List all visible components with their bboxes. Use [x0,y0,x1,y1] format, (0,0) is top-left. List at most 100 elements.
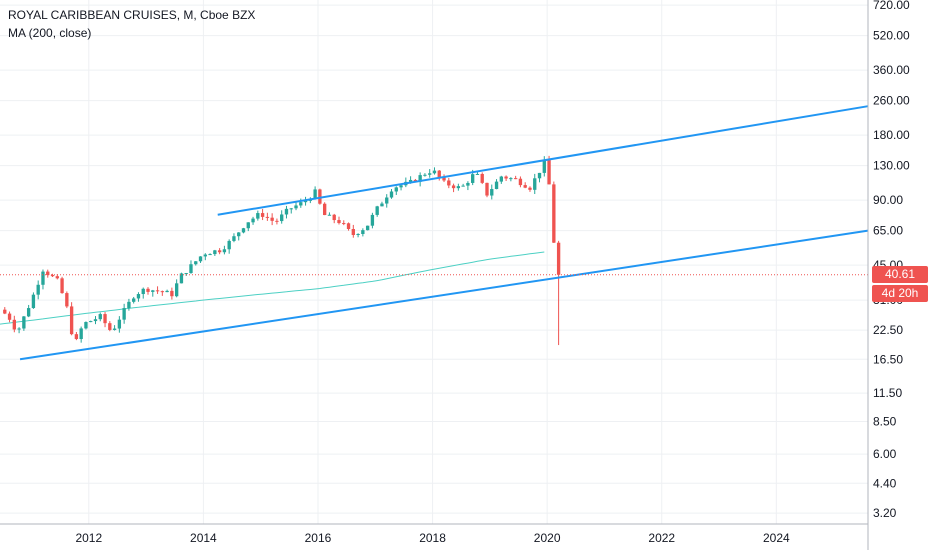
candle-body [322,203,327,216]
candle-body [303,200,308,203]
candle-body [351,229,355,235]
trendlines-group[interactable] [19,105,869,361]
candle-body [246,222,250,229]
candle-body [251,218,255,223]
candle-body [256,213,260,219]
candle-body [31,294,36,309]
y-tick-label: 130.00 [873,159,910,173]
candle-body [313,189,317,199]
candle-body [55,276,59,279]
y-tick-label: 520.00 [873,29,910,43]
candle-body [437,170,441,178]
candle-body [189,264,193,274]
candle-body [22,316,26,329]
candle-body [375,206,379,215]
y-tick-label: 260.00 [873,94,910,108]
candle-body [84,322,88,329]
candle-body [518,178,523,186]
candle-body [337,220,341,224]
ma-line-group [0,251,545,325]
candle-body [365,225,370,231]
candle-body [447,180,451,186]
candle-body [60,278,64,294]
candle-body [241,228,246,233]
candle-body [552,184,556,243]
candle-body [342,223,346,225]
candle-body [356,233,360,235]
candle-body [528,187,532,190]
y-tick-label: 8.50 [873,414,897,428]
chart-legend: ROYAL CARIBBEAN CRUISES, M, Cboe BZX MA … [8,6,255,42]
indicator-label[interactable]: MA (200, close) [8,26,92,40]
candle-body [523,185,527,188]
candle-body [237,232,241,237]
candle-body [299,202,303,206]
candle-body [74,334,79,340]
candle-body [499,176,503,182]
candle-body [332,214,336,221]
candle-body [432,170,437,174]
candle-body [509,178,513,180]
y-tick-label: 16.50 [873,352,903,366]
y-tick-label: 90.00 [873,193,903,207]
x-tick-label: 2014 [190,531,217,545]
candle-body [93,319,98,322]
candle-body [294,205,298,209]
candle-body [408,179,413,182]
trendline[interactable] [217,105,869,216]
symbol-title[interactable]: ROYAL CARIBBEAN CRUISES, M, Cboe BZX [8,8,256,22]
candle-body [270,217,274,221]
candle-body [456,186,461,189]
candle-body [547,160,551,185]
candle-body [370,214,375,226]
candle-body [451,185,456,189]
candle-body [98,314,102,320]
bar-countdown-tag: 4d 20h [872,284,928,302]
candle-body [389,191,394,198]
x-axis[interactable]: 2012 2014 2016 2018 2020 2022 2024 [0,523,868,545]
candle-body [170,290,174,297]
candle-body [122,308,126,320]
candle-body [533,178,537,190]
y-tick-label: 720.00 [873,0,910,12]
last-price-tag: 40.61 [872,266,928,284]
candle-body [141,288,145,295]
candle-body [537,172,542,179]
x-tick-label: 2024 [763,531,790,545]
candle-body [556,242,561,275]
candle-body [12,319,16,330]
candle-body [26,308,31,317]
candle-body [213,250,217,255]
candle-body [361,230,365,234]
candle-body [151,290,155,292]
candle-body [103,314,107,324]
candle-body [504,176,508,179]
candle-body [36,284,40,295]
y-tick-label: 4.40 [873,476,897,490]
y-tick-label: 6.00 [873,447,897,461]
x-tick-label: 2016 [305,531,332,545]
candle-body [227,240,231,250]
candle-body [136,294,141,299]
candle-body [542,160,546,173]
candle-body [222,249,227,253]
candle-body [318,189,322,204]
candle-body [380,203,384,207]
candle-body [280,214,284,222]
candle-body [428,173,432,175]
candle-body [260,213,265,217]
candle-body [65,293,69,307]
candle-body [480,173,484,183]
candle-body [89,321,93,323]
candle-body [394,187,398,192]
candle-body [127,301,131,309]
candle-body [184,273,188,275]
candle-body [179,273,184,284]
candle-body [217,250,222,253]
trendline[interactable] [19,229,869,361]
x-tick-label: 2022 [648,531,675,545]
candle-body [327,214,332,216]
chart-grid [0,0,868,524]
candle-body [399,185,403,188]
